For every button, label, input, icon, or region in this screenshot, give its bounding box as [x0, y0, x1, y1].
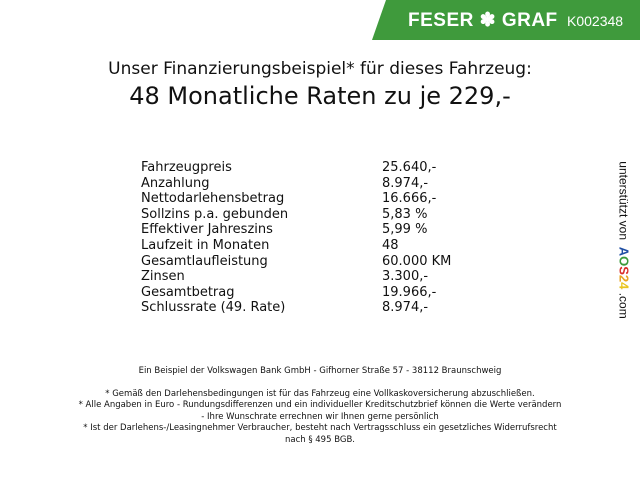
row-label: Gesamtbetrag	[141, 284, 235, 300]
row-label: Laufzeit in Monaten	[141, 237, 270, 253]
row-value: 5,83 %	[382, 206, 428, 222]
row-value: 25.640,-	[382, 160, 437, 175]
brand-banner	[372, 0, 640, 40]
row-value: 8.974,-	[382, 300, 429, 316]
brand-logo: FESER ✽ GRAF	[408, 10, 558, 31]
vehicle-code: K002348	[567, 13, 624, 29]
table-row: Gesamtbetrag 19.966,-	[141, 285, 461, 301]
row-value: 5,99 %	[382, 222, 428, 238]
row-label: Anzahlung	[141, 175, 210, 191]
row-label: Zinsen	[141, 269, 185, 285]
note: * Ist der Darlehens-/Leasingnehmer Verbr…	[83, 423, 557, 433]
table-row: Effektiver Jahreszins 5,99 %	[141, 222, 461, 238]
row-value: 19.966,-	[382, 284, 437, 300]
table-row: Fahrzeugpreis 25.640,-	[141, 160, 461, 176]
supported-by: unterstützt von AOS24 .com	[617, 161, 632, 318]
table-row: Sollzins p.a. gebunden 5,83 %	[141, 207, 461, 223]
domain-suffix: .com	[616, 292, 631, 319]
row-label: Nettodarlehensbetrag	[141, 191, 285, 207]
table-row: Anzahlung 8.974,-	[141, 176, 461, 192]
note: * Gemäß den Darlehensbedingungen ist für…	[105, 388, 535, 399]
row-value: 60.000 KM	[382, 253, 452, 269]
row-label: Sollzins p.a. gebunden	[141, 206, 289, 222]
note: - Ihre Wunschrate errechnen wir Ihnen ge…	[201, 411, 439, 422]
supported-by-label: unterstützt von	[616, 161, 631, 241]
row-value: 8.974,-	[382, 175, 429, 191]
table-row: Schlussrate (49. Rate) 8.974,-	[141, 300, 461, 316]
aos24-logo: AOS24	[616, 246, 632, 290]
row-label: Schlussrate (49. Rate)	[141, 300, 286, 316]
rate-headline: 48 Monatliche Raten zu je 229,-	[129, 82, 511, 110]
table-row: Zinsen 3.300,-	[141, 269, 461, 285]
note: * Alle Angaben in Euro - Rundungsdiffere…	[78, 400, 562, 410]
table-row: Nettodarlehensbetrag 16.666,-	[141, 191, 461, 207]
table-row: Gesamtlaufleistung 60.000 KM	[141, 254, 461, 270]
table-row: Laufzeit in Monaten 48	[141, 238, 461, 254]
row-value: 48	[382, 237, 399, 253]
row-label: Effektiver Jahreszins	[141, 222, 273, 238]
row-label: Gesamtlaufleistung	[141, 253, 268, 269]
row-label: Fahrzeugpreis	[141, 160, 232, 175]
headline: Unser Finanzierungsbeispiel* für dieses …	[108, 59, 532, 79]
legal-footer: Ein Beispiel der Volkswagen Bank GmbH - …	[0, 366, 640, 446]
bank-info: Ein Beispiel der Volkswagen Bank GmbH - …	[138, 366, 502, 376]
row-value: 16.666,-	[382, 191, 437, 207]
note: nach § 495 BGB.	[284, 434, 356, 445]
finance-table: Fahrzeugpreis 25.640,- Anzahlung 8.974,- N…	[141, 160, 461, 316]
row-value: 3.300,-	[382, 269, 429, 285]
